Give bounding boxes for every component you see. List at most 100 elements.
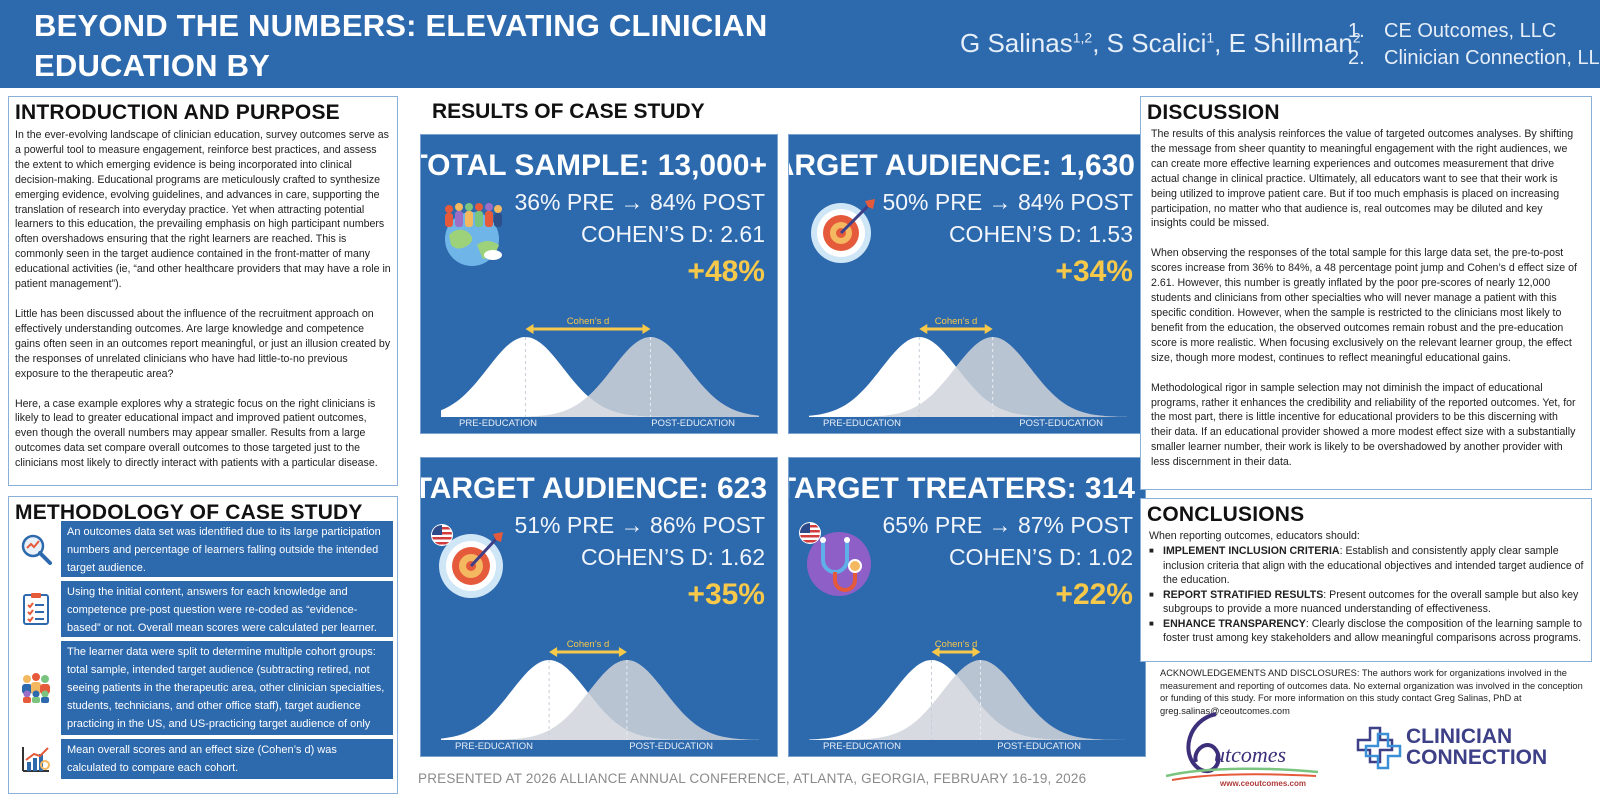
affiliation-number: 1. (1348, 20, 1365, 42)
distribution-curves: Cohen’s d (441, 639, 759, 740)
target-icon (805, 193, 879, 267)
us-target-icon (429, 522, 503, 598)
conclusions-intro: When reporting outcomes, educators shoul… (1149, 530, 1360, 542)
cohens-d-arrow-head-left (525, 324, 534, 334)
cohens-d-label: Cohen’s d (567, 639, 610, 650)
cohens-d-label: Cohen’s d (935, 639, 978, 650)
card-gain: +48% (687, 255, 765, 288)
post-education-label: POST-EDUCATION (997, 741, 1081, 752)
author-affil-sup: 1,2 (1072, 29, 1093, 46)
card-title: US TARGET AUDIENCE: 623 (420, 472, 767, 505)
card-gain: +34% (1055, 255, 1133, 288)
cohens-d-arrow-head-left (931, 647, 940, 657)
overlap-region (809, 366, 1127, 417)
author-affil-sup: 1 (1206, 29, 1215, 46)
cc-logo-line1: CLINICIAN (1406, 725, 1513, 748)
conclusion-item-title: REPORT STRATIFIED RESULTS (1163, 588, 1324, 601)
clinician-connection-text: CLINICIAN CONNECTION (1406, 726, 1547, 768)
pre-education-label: PRE-EDUCATION (459, 418, 537, 429)
outcomes-logo-url: www.ceoutcomes.com (1219, 779, 1306, 788)
card-pre-post: 51% PRE → 86% POST (514, 512, 765, 538)
result-card-us-target-treaters: US TARGET TREATERS: 314 65% PRE → 87% PO… (788, 457, 1146, 757)
methodology-step: The learner data were split to determine… (13, 641, 397, 748)
magnifier-icon (13, 521, 59, 577)
introduction-body: In the ever-evolving landscape of clinic… (9, 125, 397, 489)
introduction-paragraph: Little has been discussed about the infl… (15, 307, 391, 380)
card-pre-post: 36% PRE → 84% POST (514, 189, 765, 215)
methodology-step: An outcomes data set was identified due … (13, 521, 397, 577)
cohens-d-arrow-head-left (549, 647, 558, 657)
discussion-paragraph: Methodological rigor in sample selection… (1151, 381, 1576, 469)
card-title: TARGET AUDIENCE: 1,630 (788, 149, 1135, 182)
introduction-paragraph: In the ever-evolving landscape of clinic… (15, 129, 391, 291)
pre-education-curve (441, 337, 759, 417)
discussion-body: The results of this analysis reinforces … (1141, 125, 1591, 487)
methodology-step-text: Mean overall scores and an effect size (… (61, 739, 393, 779)
distribution-curves: Cohen’s d (809, 316, 1127, 417)
introduction-panel: INTRODUCTION AND PURPOSE In the ever-evo… (8, 96, 398, 486)
conclusion-item-text: : Establish and consistently apply clear… (1163, 544, 1584, 587)
author-name: E Shillman (1228, 28, 1353, 58)
cohens-d-label: Cohen’s d (935, 316, 978, 327)
card-pre-post: 50% PRE → 84% POST (882, 189, 1133, 215)
methodology-panel: METHODOLOGY OF CASE STUDY An outcomes da… (8, 496, 398, 794)
pre-education-curve (441, 660, 759, 740)
pre-education-label: PRE-EDUCATION (823, 418, 901, 429)
overlap-region (809, 675, 1127, 740)
conclusions-list: IMPLEMENT INCLUSION CRITERIA: Establish … (1141, 544, 1591, 646)
ce-outcomes-logo: utcomes www.ceoutcomes.com (1158, 710, 1328, 790)
result-card-target-audience: TARGET AUDIENCE: 1,630 50% PRE → 84% POS… (788, 134, 1146, 434)
author-affil-sup: 2 (1352, 29, 1361, 46)
cohens-d-label: Cohen’s d (567, 316, 610, 327)
conclusion-item-title: ENHANCE TRANSPARENCY (1163, 617, 1306, 630)
overlap-region (441, 692, 759, 740)
post-education-label: POST-EDUCATION (629, 741, 713, 752)
us-stethoscope-icon (797, 520, 871, 596)
card-cohens-d: COHEN’S D: 1.53 (948, 221, 1133, 247)
conclusions-heading: CONCLUSIONS (1147, 503, 1305, 526)
results-heading: RESULTS OF CASE STUDY (432, 100, 705, 123)
globe-crowd-icon (435, 195, 509, 269)
result-card-us-target-audience: US TARGET AUDIENCE: 623 51% PRE → 86% PO… (420, 457, 778, 757)
result-card-total-sample: TOTAL SAMPLE: 13,000+ 36% PRE → 84% POST… (420, 134, 778, 434)
post-education-curve (441, 660, 759, 740)
cohens-d-arrow-head-left (919, 324, 928, 334)
clinician-connection-cross-icon (1356, 726, 1402, 770)
author-name: G Salinas (960, 28, 1073, 58)
methodology-step-text: An outcomes data set was identified due … (61, 521, 393, 577)
post-education-label: POST-EDUCATION (651, 418, 735, 429)
title-line-1: BEYOND THE NUMBERS: ELEVATING CLINICIAN … (34, 8, 768, 83)
methodology-step-text: The learner data were split to determine… (61, 641, 393, 748)
card-title: US TARGET TREATERS: 314 (788, 472, 1135, 505)
affiliation-name: CE Outcomes, LLC (1384, 20, 1557, 42)
distribution-curves: Cohen’s d (441, 316, 759, 417)
distribution-curves: Cohen’s d (809, 639, 1127, 740)
chart-icon (13, 739, 59, 779)
cohens-d-arrow-head-right (972, 647, 981, 657)
author-name: S Scalici (1106, 28, 1207, 58)
group-icon (13, 641, 59, 735)
cc-logo-line2: CONNECTION (1406, 746, 1548, 769)
card-pre-post: 65% PRE → 87% POST (882, 512, 1133, 538)
affiliation-number: 2. (1348, 47, 1365, 69)
discussion-paragraph: When observing the responses of the tota… (1151, 247, 1577, 364)
card-cohens-d: COHEN’S D: 2.61 (580, 221, 765, 247)
poster-title: BEYOND THE NUMBERS: ELEVATING CLINICIAN … (34, 6, 914, 126)
introduction-paragraph: Here, a case example explores why a stra… (15, 397, 378, 470)
conclusion-item-text: : Clearly disclose the composition of th… (1163, 617, 1583, 645)
conclusions-panel: CONCLUSIONS When reporting outcomes, edu… (1140, 498, 1592, 662)
pre-education-label: PRE-EDUCATION (455, 741, 533, 752)
discussion-panel: DISCUSSION The results of this analysis … (1140, 96, 1592, 490)
cohens-d-arrow-head-right (984, 324, 993, 334)
card-gain: +22% (1055, 578, 1133, 611)
affiliations-list: 1. CE Outcomes, LLC 2. Clinician Connectio… (1348, 18, 1600, 72)
pre-education-label: PRE-EDUCATION (823, 741, 901, 752)
card-cohens-d: COHEN’S D: 1.62 (580, 544, 765, 570)
acknowledgements-text: ACKNOWLEDGEMENTS AND DISCLOSURES: The au… (1160, 668, 1583, 716)
card-gain: +35% (687, 578, 765, 611)
conclusion-item: ENHANCE TRANSPARENCY: Clearly disclose t… (1149, 617, 1585, 646)
methodology-step: Using the initial content, answers for e… (13, 581, 397, 637)
overlap-region (441, 396, 759, 417)
pre-education-curve (809, 337, 1127, 417)
cohens-d-arrow-head-right (642, 324, 651, 334)
